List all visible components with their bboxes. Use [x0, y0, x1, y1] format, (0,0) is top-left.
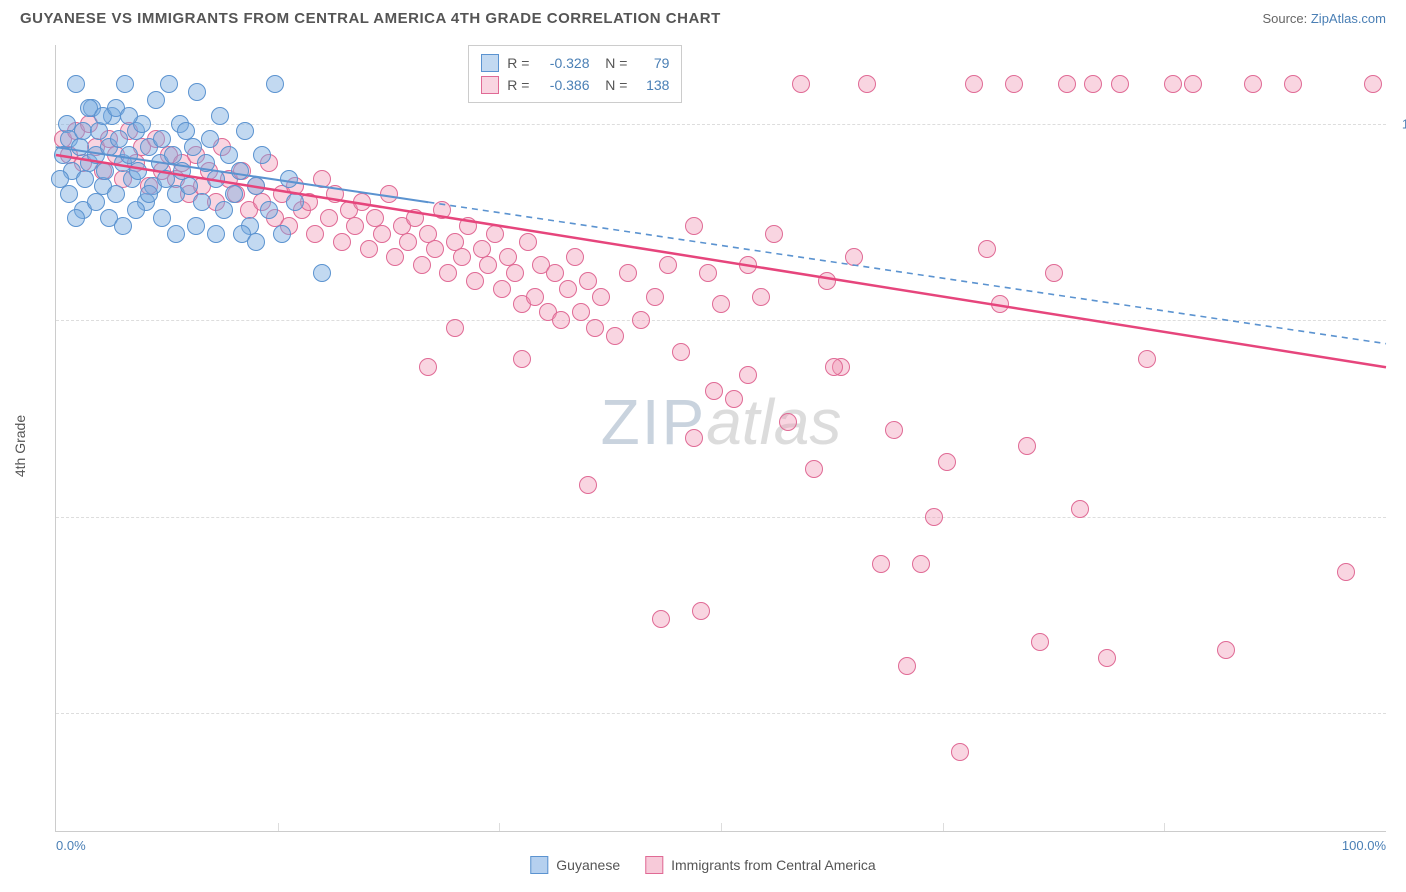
legend-n-label: N = [597, 55, 627, 71]
y-tick-label: 87.5% [1391, 313, 1406, 328]
legend-swatch [645, 856, 663, 874]
legend-label: Guyanese [556, 857, 620, 873]
x-tick-label: 0.0% [56, 838, 86, 853]
y-axis-label: 4th Grade [12, 415, 28, 477]
correlation-legend: R = -0.328 N = 79R = -0.386 N = 138 [468, 45, 682, 103]
legend-swatch [530, 856, 548, 874]
legend-r-value: -0.386 [537, 77, 589, 93]
chart-area: ZIPatlas R = -0.328 N = 79R = -0.386 N =… [55, 45, 1386, 832]
legend-swatch [481, 76, 499, 94]
legend-n-value: 138 [635, 77, 669, 93]
legend-item: Immigrants from Central America [645, 856, 876, 874]
source-link[interactable]: ZipAtlas.com [1311, 11, 1386, 26]
legend-r-label: R = [507, 77, 529, 93]
y-tick-label: 62.5% [1391, 706, 1406, 721]
trend-line-solid [56, 155, 1386, 367]
legend-stat-row: R = -0.386 N = 138 [481, 74, 669, 96]
series-legend: Guyanese Immigrants from Central America [530, 856, 875, 874]
y-tick-label: 75.0% [1391, 509, 1406, 524]
legend-r-value: -0.328 [537, 55, 589, 71]
trend-line-dashed [428, 202, 1386, 343]
source-attribution: Source: ZipAtlas.com [1262, 11, 1386, 26]
legend-label: Immigrants from Central America [671, 857, 876, 873]
legend-swatch [481, 54, 499, 72]
trend-line-solid [56, 147, 428, 202]
chart-title: GUYANESE VS IMMIGRANTS FROM CENTRAL AMER… [20, 10, 721, 27]
legend-n-label: N = [597, 77, 627, 93]
legend-n-value: 79 [635, 55, 669, 71]
legend-item: Guyanese [530, 856, 620, 874]
plot-surface [56, 45, 1386, 831]
x-tick-label: 100.0% [1342, 838, 1386, 853]
legend-stat-row: R = -0.328 N = 79 [481, 52, 669, 74]
y-tick-label: 100.0% [1391, 116, 1406, 131]
legend-r-label: R = [507, 55, 529, 71]
